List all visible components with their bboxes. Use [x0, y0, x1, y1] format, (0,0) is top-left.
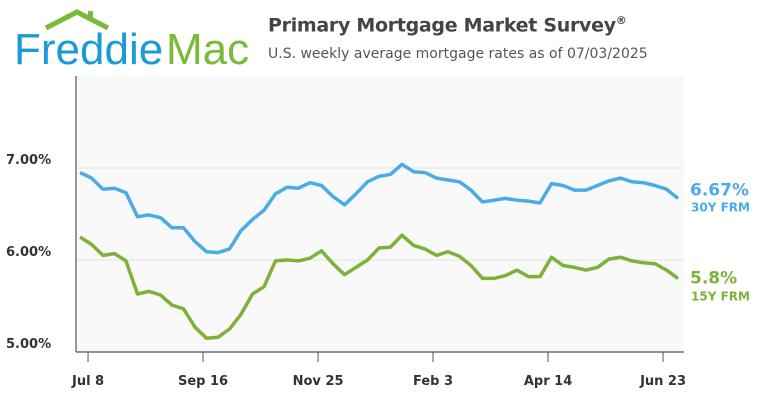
chart-subtitle: U.S. weekly average mortgage rates as of… [268, 46, 648, 62]
series-name-label: 15Y FRM [691, 289, 750, 303]
x-tick-label: Nov 25 [293, 374, 344, 389]
logo-text-freddie: Freddie [14, 25, 163, 70]
title-text: Primary Mortgage Market Survey [268, 14, 616, 37]
x-tick-label: Sep 16 [178, 374, 228, 389]
chart-title: Primary Mortgage Market Survey® [268, 14, 627, 37]
end-value-label: 5.8% [690, 268, 737, 288]
end-value-label: 6.67% [690, 180, 749, 200]
x-tick-label: Jun 23 [639, 374, 686, 389]
logo-mark: Freddie Mac [14, 9, 249, 74]
series-name-label: 30Y FRM [691, 200, 750, 214]
freddie-mac-logo: Freddie Mac [14, 8, 254, 74]
registered-mark: ® [615, 14, 627, 27]
y-tick-label: 5.00% [6, 337, 51, 352]
logo-text-mac: Mac [166, 25, 249, 70]
x-tick-label: Feb 3 [413, 374, 453, 389]
x-tick-label: Apr 14 [524, 374, 572, 389]
y-tick-label: 6.00% [6, 245, 51, 260]
y-tick-label: 7.00% [6, 153, 51, 168]
plot-area [76, 76, 684, 352]
x-tick-label: Jul 8 [71, 374, 104, 389]
